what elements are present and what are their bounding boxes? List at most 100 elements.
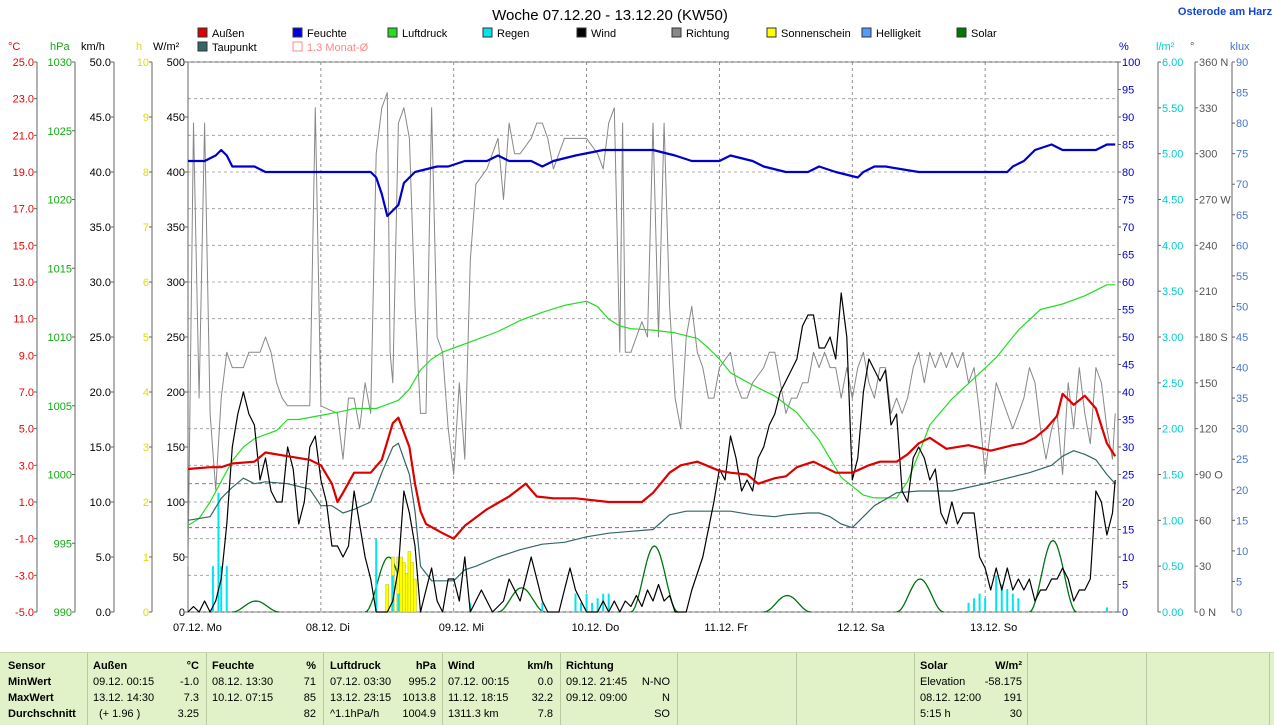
luftdruck-min-date: 07.12. 03:30 [330,676,392,688]
temp-tick-label: 15.0 [13,240,34,252]
stats-wind: Wind km/h 07.12. 00:15 0.0 11.12. 18:15 … [448,653,558,725]
rain-bar [1000,584,1003,612]
legend-label: Helligkeit [876,28,921,40]
pct-tick-label: 25 [1122,470,1134,482]
solar-max-date: 08.12. 12:00 [920,692,982,704]
h-tick-label: 4 [143,387,149,399]
location-link[interactable]: Osterode am Harz [1178,6,1273,18]
temp-tick-label: 21.0 [13,130,34,142]
aussen-unit: °C [186,660,199,672]
rain-bar [967,602,970,612]
kmh-tick-label: 30.0 [90,277,111,289]
pct-tick-label: 75 [1122,195,1134,207]
deg-tick-label: 180 S [1199,332,1228,344]
feuchte-title: Feuchte [212,660,255,672]
h-unit-label: h [136,41,142,53]
hpa-tick-label: 1020 [48,195,72,207]
day-label: 07.12. Mo [173,622,222,634]
stats-feuchte: Feuchte % 08.12. 13:30 71 10.12. 07:15 8… [212,653,322,725]
temp-unit-label: °C [8,41,20,53]
pct-tick-label: 95 [1122,85,1134,97]
luftdruck-max-date: 13.12. 23:15 [330,692,392,704]
lm2-tick-label: 3.00 [1162,332,1183,344]
pct-tick-label: 90 [1122,112,1134,124]
sunshine-bar [410,562,414,613]
aussen-max-date: 13.12. 14:30 [93,692,155,704]
day-label: 12.12. Sa [837,622,885,634]
deg-tick-label: 90 O [1199,470,1223,482]
solar-hump [896,578,944,613]
deg-tick-label: 30 [1199,561,1211,573]
hpa-tick-label: 1030 [48,57,72,69]
stats-solar: Solar W/m² Elevation -58.175 08.12. 12:0… [920,653,1026,725]
rain-bar [585,593,588,612]
rain-bar [1011,593,1014,612]
wm2-tick-label: 500 [167,57,185,69]
wind-min-val: 0.0 [537,676,553,688]
solar-hump [1029,539,1077,613]
rain-bar [1017,598,1020,612]
feuchte-max-val: 85 [303,692,316,704]
lm2-tick-label: 0.50 [1162,561,1183,573]
lm2-tick-label: 1.50 [1162,470,1183,482]
wm2-tick-label: 50 [173,552,185,564]
rain-bar [1006,589,1009,612]
klux-tick-label: 20 [1236,485,1248,497]
hpa-tick-label: 1015 [48,263,72,275]
wm2-tick-label: 300 [167,277,185,289]
klux-tick-label: 50 [1236,301,1248,313]
square-red-icon [197,27,208,38]
series-richtung [187,92,1116,567]
hpa-unit-label: hPa [50,41,70,53]
solar-hump [232,600,280,613]
richtung-max-val: N [662,692,670,704]
stats-sensor: Sensor MinWert MaxWert Durchschnitt [8,653,88,725]
legend-label: Feuchte [307,28,347,40]
kmh-tick-label: 25.0 [90,332,111,344]
lm2-tick-label: 5.00 [1162,149,1183,161]
stats-aussen: Außen °C 09.12. 00:15 -1.0 13.12. 14:30 … [93,653,203,725]
rain-bar [541,602,544,612]
square-outline-pink-icon [292,41,303,52]
aussen-avg-note: (+ 1.96 ) [99,708,141,720]
luftdruck-max-val: 1013.8 [402,692,436,704]
pct-tick-label: 10 [1122,552,1134,564]
wm2-tick-label: 400 [167,167,185,179]
pct-tick-label: 35 [1122,415,1134,427]
h-tick-label: 8 [143,167,149,179]
wind-unit: km/h [527,660,553,672]
luftdruck-min-val: 995.2 [408,676,436,688]
temp-tick-label: 17.0 [13,204,34,216]
h-tick-label: 0 [143,607,149,619]
richtung-min-date: 09.12. 21:45 [566,676,628,688]
temp-tick-label: -3.0 [15,570,34,582]
temp-tick-label: 1.0 [19,497,34,509]
square-cyan-icon [482,27,493,38]
solar-title: Solar [920,660,948,672]
wind-min-date: 07.12. 00:15 [448,676,510,688]
h-tick-label: 10 [137,57,149,69]
deg-tick-label: 210 [1199,286,1217,298]
solar-area [232,539,1077,613]
wind-title: Wind [448,660,475,672]
temp-tick-label: 25.0 [13,57,34,69]
temp-tick-label: -1.0 [15,534,34,546]
aussen-avg-val: 3.25 [177,708,199,720]
klux-tick-label: 85 [1236,88,1248,100]
pct-tick-label: 85 [1122,140,1134,152]
square-darkgreen-icon [956,27,967,38]
klux-tick-label: 70 [1236,179,1248,191]
klux-tick-label: 35 [1236,393,1248,405]
lm2-tick-label: 0.00 [1162,607,1183,619]
rain-bar [995,575,998,612]
h-tick-label: 9 [143,112,149,124]
temp-tick-label: 9.0 [19,350,34,362]
richtung-title: Richtung [566,660,614,672]
wind-max-date: 11.12. 18:15 [448,692,509,704]
solar-max-val: 191 [1003,692,1022,704]
temp-tick-label: 19.0 [13,167,34,179]
hpa-tick-label: 990 [54,607,72,619]
solar-avg-val: 30 [1009,708,1022,720]
sunshine-bar [407,551,412,613]
legend-label: Luftdruck [402,28,448,40]
